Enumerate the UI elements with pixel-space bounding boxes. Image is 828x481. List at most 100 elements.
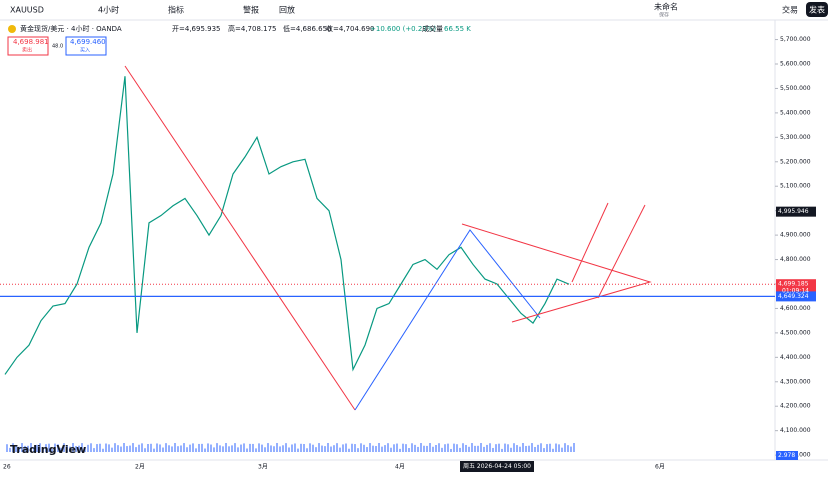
- volume-bar: [300, 443, 302, 452]
- volume-bar: [120, 446, 122, 452]
- sell-button[interactable]: [7, 36, 49, 56]
- volume-bar: [453, 443, 455, 452]
- volume-bar: [90, 443, 92, 452]
- volume-bar: [351, 443, 353, 452]
- volume-bar: [501, 448, 503, 452]
- volume-bar: [189, 444, 191, 452]
- layout-name[interactable]: 未命名: [654, 2, 678, 12]
- buy-button[interactable]: [65, 36, 107, 56]
- volume-bar: [483, 446, 485, 452]
- volume-bar: [57, 444, 59, 452]
- publish-button[interactable]: [806, 2, 828, 17]
- symbol[interactable]: XAUUSD: [10, 6, 44, 15]
- buy-price[interactable]: 4,699.460: [70, 38, 106, 46]
- volume-bar: [96, 444, 98, 452]
- price-tag-label: 4,995.946: [778, 208, 809, 215]
- price-line: [4, 76, 570, 375]
- volume-bar: [39, 443, 41, 452]
- volume-bar: [513, 443, 515, 452]
- volume-bar: [174, 443, 176, 452]
- publish[interactable]: 发表: [809, 5, 825, 15]
- price-tag: [776, 206, 816, 217]
- volume-tag: [776, 451, 798, 460]
- volume-bar: [369, 443, 371, 452]
- volume-bar: [177, 446, 179, 452]
- sell-price[interactable]: 4,698.981: [13, 38, 49, 46]
- y-tick-label: 4,500.000: [780, 329, 811, 336]
- replay[interactable]: 回放: [279, 5, 295, 15]
- volume-bar: [294, 443, 296, 452]
- volume-bar: [477, 445, 479, 452]
- volume-bar: [141, 443, 143, 452]
- volume-bar: [507, 444, 509, 452]
- legend-title: 黄金现货/美元 · 4小时 · OANDA: [20, 24, 122, 33]
- volume-bar: [480, 443, 482, 452]
- volume-bar: [312, 444, 314, 452]
- legend-change: +10.600 (+0.23%): [370, 25, 436, 33]
- volume-bar: [471, 443, 473, 452]
- volume-bar: [93, 448, 95, 452]
- sell-label[interactable]: 卖出: [22, 47, 32, 54]
- symbol-icon: [8, 25, 16, 33]
- volume-bar: [69, 446, 71, 452]
- volume-bar: [291, 444, 293, 452]
- volume-tag-label: 2.978: [778, 452, 795, 459]
- volume-label: 成交量: [422, 24, 443, 33]
- legend-low: 低=4,686.650: [283, 24, 332, 33]
- volume-bar: [114, 443, 116, 452]
- volume-bar: [75, 445, 77, 452]
- y-tick-label: 4,900.000: [780, 232, 811, 239]
- volume-bar: [333, 445, 335, 452]
- volume-bar: [15, 444, 17, 452]
- volume-bar: [519, 446, 521, 452]
- interval[interactable]: 4小时: [98, 5, 119, 15]
- volume-bar: [273, 446, 275, 452]
- volume-bar: [564, 443, 566, 452]
- volume-bar: [408, 448, 410, 452]
- volume-bar: [573, 443, 575, 452]
- volume-bar: [525, 445, 527, 452]
- x-tick-label: 26: [3, 464, 11, 471]
- volume-bar: [426, 445, 428, 452]
- volume-bar: [33, 446, 35, 452]
- volume-bar: [297, 448, 299, 452]
- volume-bar: [567, 445, 569, 452]
- volume-bar: [441, 447, 443, 452]
- volume-value: 66.55 K: [444, 25, 471, 33]
- legend-close: 收=4,704.690: [326, 24, 375, 33]
- cursor-date: 周五 2026-04-24 05:00: [463, 463, 531, 470]
- volume-bar: [516, 445, 518, 452]
- volume-bar: [543, 448, 545, 452]
- volume-bar: [132, 443, 134, 452]
- volume-bar: [255, 448, 257, 452]
- volume-bar: [87, 444, 89, 452]
- x-tick-label: 6月: [655, 464, 665, 471]
- volume-bar: [240, 444, 242, 452]
- volume-bar: [159, 444, 161, 452]
- volume-bar: [450, 448, 452, 452]
- volume-bar: [309, 443, 311, 452]
- volume-bar: [555, 443, 557, 452]
- volume-bar: [156, 443, 158, 452]
- volume-bar: [111, 447, 113, 452]
- volume-bar: [534, 446, 536, 452]
- volume-bar: [99, 443, 101, 452]
- volume-bar: [78, 445, 80, 452]
- volume-bar: [237, 447, 239, 452]
- volume-bar: [54, 443, 56, 452]
- volume-bar: [537, 444, 539, 452]
- volume-bar: [324, 446, 326, 452]
- alerts[interactable]: 警报: [243, 5, 259, 15]
- countdown: 01:09:14: [782, 288, 809, 295]
- volume-bar: [30, 443, 32, 452]
- volume-bar: [222, 446, 224, 452]
- indicators[interactable]: 指标: [168, 5, 184, 15]
- volume-bar: [285, 443, 287, 452]
- price-tag: [776, 279, 816, 296]
- volume-bar: [414, 444, 416, 452]
- trade[interactable]: 交易: [782, 5, 798, 15]
- buy-label[interactable]: 买入: [80, 47, 90, 54]
- volume-bar: [339, 447, 341, 452]
- volume-bar: [435, 445, 437, 452]
- price-tag-label: 4,649.324: [778, 293, 809, 300]
